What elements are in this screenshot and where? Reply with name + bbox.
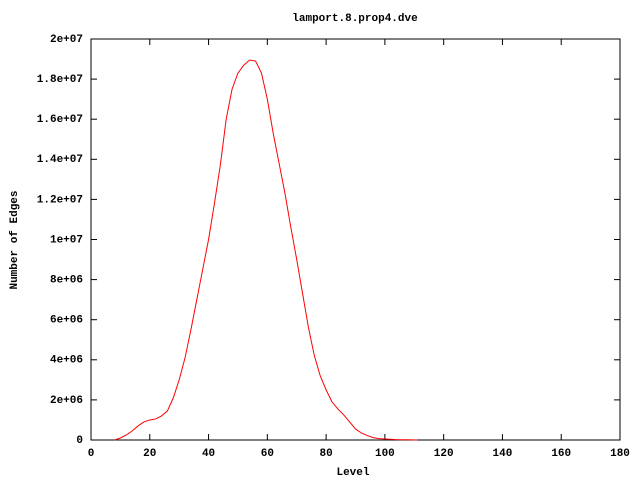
x-tick-label: 100	[375, 448, 395, 460]
y-tick-label: 8e+06	[50, 275, 83, 287]
x-tick-label: 0	[88, 448, 95, 460]
y-axis-label: Number of Edges	[9, 190, 21, 289]
x-tick-label: 140	[493, 448, 513, 460]
data-line	[114, 59, 418, 441]
x-tick-label: 40	[202, 448, 215, 460]
y-tick-label: 2e+07	[50, 34, 83, 46]
y-tick-label: 6e+06	[50, 315, 83, 327]
y-tick-label: 2e+06	[50, 395, 83, 407]
y-tick-label: 1.2e+07	[37, 194, 83, 206]
plot-frame	[90, 38, 621, 441]
y-tick-label: 1e+07	[50, 234, 83, 246]
x-tick-label: 160	[551, 448, 571, 460]
y-tick-label: 1.4e+07	[37, 154, 83, 166]
x-tick-label: 120	[434, 448, 454, 460]
x-tick-label: 60	[261, 448, 274, 460]
y-tick-label: 4e+06	[50, 355, 83, 367]
y-tick-label: 1.6e+07	[37, 114, 83, 126]
x-axis-label: Level	[336, 467, 369, 479]
y-tick-label: 1.8e+07	[37, 74, 83, 86]
chart-title: lamport.8.prop4.dve	[292, 13, 418, 25]
y-tick-label: 0	[76, 435, 83, 447]
x-tick-label: 20	[143, 448, 156, 460]
x-tick-label: 80	[320, 448, 333, 460]
x-tick-label: 180	[610, 448, 630, 460]
